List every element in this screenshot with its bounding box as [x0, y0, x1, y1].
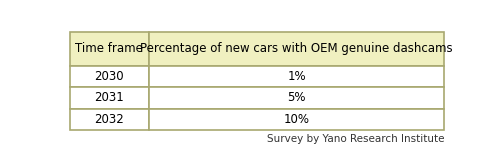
Text: 2030: 2030	[94, 70, 124, 83]
Bar	[69, 108, 149, 130]
Bar	[149, 108, 444, 130]
Bar	[69, 66, 149, 87]
Text: 5%: 5%	[287, 91, 306, 104]
Text: 2031: 2031	[94, 91, 124, 104]
Bar	[69, 87, 149, 108]
Text: 2032: 2032	[94, 113, 124, 126]
Bar	[149, 32, 444, 66]
Text: Percentage of new cars with OEM genuine dashcams: Percentage of new cars with OEM genuine …	[140, 42, 453, 55]
Bar	[149, 87, 444, 108]
Text: 10%: 10%	[284, 113, 310, 126]
Text: Time frame: Time frame	[75, 42, 143, 55]
Text: Survey by Yano Research Institute: Survey by Yano Research Institute	[267, 134, 444, 144]
Bar	[149, 66, 444, 87]
Bar	[69, 32, 149, 66]
Text: 1%: 1%	[287, 70, 306, 83]
